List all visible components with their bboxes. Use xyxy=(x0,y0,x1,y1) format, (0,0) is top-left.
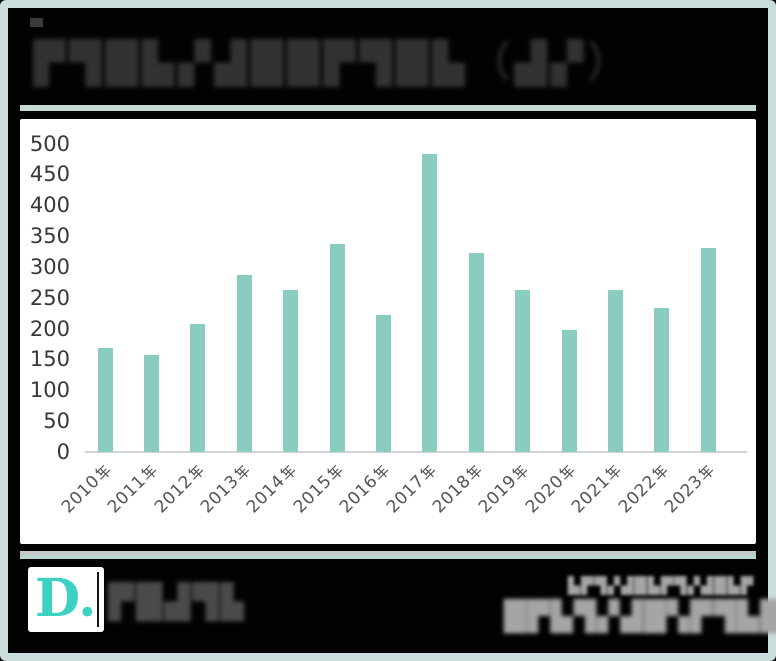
y-tick-label: 0 xyxy=(56,440,70,464)
nian-character-glyph xyxy=(696,462,716,482)
nian-character-glyph xyxy=(556,462,577,482)
logo: D. xyxy=(28,567,104,632)
y-tick-label: 150 xyxy=(29,347,70,372)
nian-character-glyph xyxy=(185,462,206,482)
y-tick-label: 450 xyxy=(29,162,70,187)
bar xyxy=(468,253,484,452)
y-tick-label: 500 xyxy=(29,131,70,156)
x-axis-line xyxy=(85,451,747,453)
chart-card: 0 50 100 150 200 250 300 350 400 450 500 2010 2011 2… xyxy=(20,119,756,544)
censored-fragment xyxy=(30,18,43,27)
x-tick-label: 2011 xyxy=(104,460,161,517)
logo-letter: D. xyxy=(35,568,97,629)
y-tick-label: 50 xyxy=(43,409,70,434)
x-tick-label: 2014 xyxy=(243,460,300,517)
bar xyxy=(190,324,206,452)
nian-character-glyph xyxy=(649,462,670,482)
x-tick-label: 2015 xyxy=(290,460,347,517)
bar xyxy=(561,330,577,452)
logo-separator-line xyxy=(97,572,99,627)
bar xyxy=(607,290,623,452)
nian-character-glyph xyxy=(603,462,623,482)
bar xyxy=(97,348,113,452)
nian-character-glyph xyxy=(464,462,484,482)
watermark-line-2: █▛▙▜▞▟█▚▛▜▙█▟ xyxy=(504,599,776,633)
bar xyxy=(283,290,299,452)
bar xyxy=(236,275,252,452)
watermark-line-1: ▙▛▜▞▟█▙▛▜▞▟█▙▛ xyxy=(567,576,754,595)
nian-character-glyph xyxy=(139,462,159,482)
x-tick-label: 2023 xyxy=(661,460,718,517)
y-tick-label: 350 xyxy=(29,224,70,249)
nian-character-glyph xyxy=(232,462,252,482)
source-watermark-censored: ▙▛▜▞▟█▙▛▜▞▟█▙▛ █▛▙▜▞▟█▚▛▜▙█▟ xyxy=(504,576,776,634)
y-tick-label: 200 xyxy=(29,316,70,341)
nian-character-glyph xyxy=(278,462,298,482)
bar xyxy=(375,315,391,452)
bar xyxy=(654,308,670,452)
x-tick-label: 2018 xyxy=(429,460,486,517)
page-title-censored: ▛▜█▙▞▟██▛▜█▙（▟▞） xyxy=(33,39,633,87)
bar xyxy=(329,244,345,452)
bar xyxy=(143,355,159,452)
x-tick-label: 2012 xyxy=(150,460,207,517)
x-tick-label: 2013 xyxy=(197,460,254,517)
nian-character-glyph xyxy=(92,462,113,482)
nian-character-glyph xyxy=(417,462,438,482)
footer-divider-line xyxy=(20,551,756,559)
bar xyxy=(422,154,438,452)
x-tick-label: 2017 xyxy=(382,460,439,517)
nian-character-glyph xyxy=(324,462,345,482)
nian-character-glyph xyxy=(371,462,391,482)
x-tick-label: 2019 xyxy=(475,460,532,517)
bar xyxy=(700,248,716,452)
x-tick-label: 2020 xyxy=(522,460,579,517)
x-tick-label: 2021 xyxy=(568,460,625,517)
title-divider-line xyxy=(20,105,756,111)
x-tick-label: 2016 xyxy=(336,460,393,517)
y-tick-label: 250 xyxy=(29,285,70,310)
y-tick-label: 300 xyxy=(29,254,70,279)
brand-name-censored: ▛█▟▜▙ xyxy=(108,582,244,622)
y-tick-label: 400 xyxy=(29,193,70,218)
nian-character-glyph xyxy=(510,462,530,482)
y-tick-label: 100 xyxy=(29,378,70,403)
x-tick-label: 2022 xyxy=(614,460,671,517)
x-tick-label: 2010 xyxy=(58,460,115,517)
bar xyxy=(515,290,531,452)
